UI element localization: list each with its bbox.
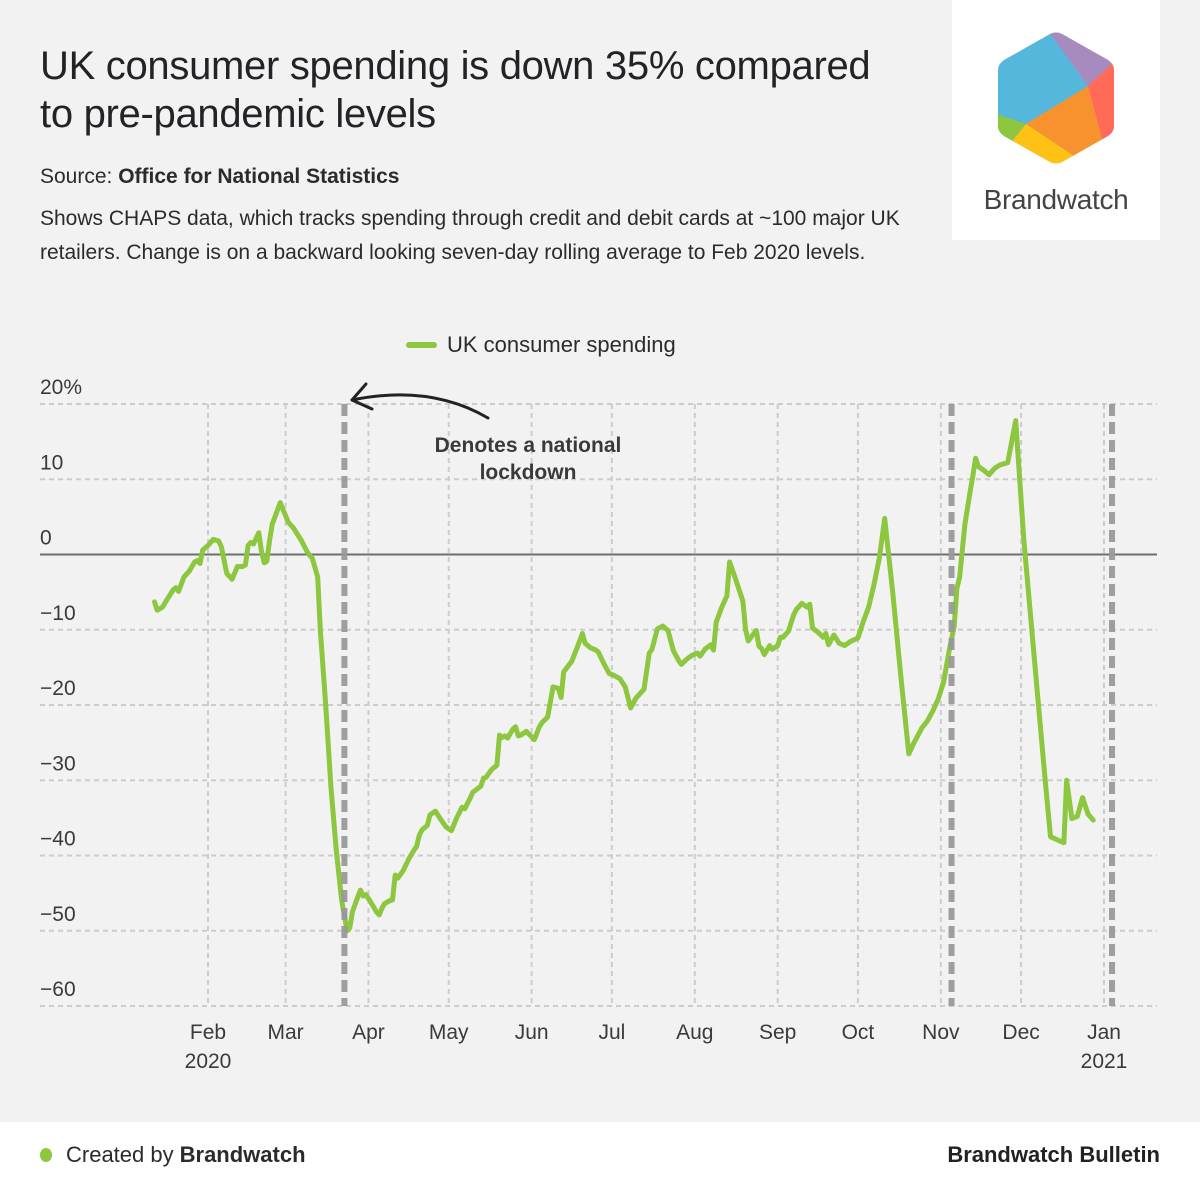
annotation-line-2: lockdown <box>480 461 577 484</box>
x-tick-label: Jul <box>598 1021 625 1044</box>
lockdown-annotation: Denotes a national lockdown <box>350 382 622 484</box>
logo-segment-orange <box>1026 86 1103 164</box>
x-tick-label: Sep <box>759 1021 796 1044</box>
legend-label: UK consumer spending <box>447 332 676 357</box>
source-name: Office for National Statistics <box>118 165 400 188</box>
x-tick-sublabel: 2021 <box>1081 1050 1128 1073</box>
curved-arrow-icon <box>350 393 490 420</box>
created-by-label: Created by <box>66 1142 174 1167</box>
legend-swatch <box>406 342 437 348</box>
x-tick-label: Nov <box>922 1021 960 1044</box>
arrowhead-icon <box>350 382 374 411</box>
x-tick-label: Apr <box>352 1021 385 1044</box>
y-tick-label: −10 <box>40 602 76 625</box>
y-tick-labels: 20% 10 0 −10 −20 −30 −40 −50 −60 <box>40 376 82 1001</box>
x-tick-label: Feb <box>190 1021 226 1044</box>
chart-description: Shows CHAPS data, which tracks spending … <box>40 207 900 264</box>
line-chart: 20% 10 0 −10 −20 −30 −40 −50 −60 Feb 2020 Mar Apr Ma… <box>40 376 1157 1073</box>
y-tick-label: 0 <box>40 527 52 550</box>
logo-wordmark: Brandwatch <box>983 184 1129 215</box>
created-by-name: Brandwatch <box>179 1142 306 1167</box>
logo-segment-red <box>1088 60 1114 142</box>
x-tick-label: Aug <box>676 1021 713 1044</box>
chart-title: UK consumer spending is down 35% compare… <box>40 44 871 136</box>
x-tick-label: Jan <box>1087 1021 1121 1044</box>
y-gridlines <box>40 403 1157 1007</box>
y-tick-label: −40 <box>40 828 76 851</box>
lockdown-markers <box>341 404 1116 1006</box>
source-label: Source: <box>40 165 113 188</box>
footer-credit: Created by Brandwatch <box>40 1142 306 1168</box>
chart-legend: UK consumer spending <box>406 332 676 358</box>
y-tick-label: −60 <box>40 978 76 1001</box>
footer: Created by Brandwatch Brandwatch Bulleti… <box>0 1122 1200 1200</box>
x-tick-label: Mar <box>267 1021 303 1044</box>
x-tick-label: Oct <box>842 1021 875 1044</box>
y-tick-label: −20 <box>40 677 76 700</box>
series-line-uk-consumer-spending <box>152 418 1096 934</box>
source-line: Source: Office for National Statistics <box>40 165 399 189</box>
brand-logo: Brandwatch <box>952 0 1160 240</box>
x-tick-labels: Feb 2020 Mar Apr May Jun Jul Aug Sep Oct Nov Dec Jan… <box>185 1021 1128 1073</box>
y-tick-label: −30 <box>40 752 76 775</box>
x-tick-sublabel: 2020 <box>185 1050 232 1073</box>
brandwatch-hexagon-icon <box>998 32 1114 164</box>
y-tick-label: 10 <box>40 451 63 474</box>
publication-name: Brandwatch Bulletin <box>947 1142 1160 1167</box>
green-dot-icon <box>40 1148 52 1162</box>
y-tick-label: 20% <box>40 376 82 399</box>
x-tick-label: May <box>429 1021 469 1044</box>
y-tick-label: −50 <box>40 903 76 926</box>
x-tick-label: Dec <box>1002 1021 1039 1044</box>
x-tick-label: Jun <box>515 1021 549 1044</box>
annotation-line-1: Denotes a national <box>435 434 622 457</box>
